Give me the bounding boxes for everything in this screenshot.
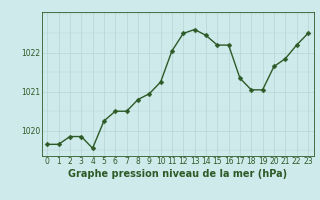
X-axis label: Graphe pression niveau de la mer (hPa): Graphe pression niveau de la mer (hPa) <box>68 169 287 179</box>
